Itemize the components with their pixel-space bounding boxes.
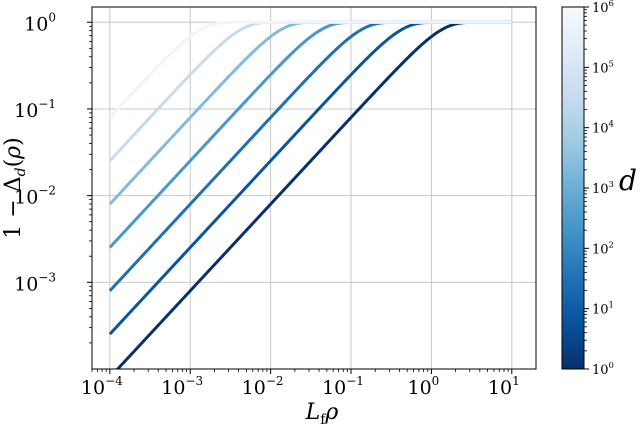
tick-label: 103: [592, 180, 614, 197]
x-axis-label: Lfρ: [305, 400, 339, 428]
tick-label: 10−2: [14, 184, 56, 209]
series-line-2: [108, 20, 512, 292]
tick-label: 105: [592, 59, 614, 76]
y-axis-label: 1 − Δd(ρ): [1, 137, 29, 238]
tick-label: 102: [592, 240, 614, 257]
x-axis: 10−4 10−3 10−2 10−1 100 101: [81, 369, 520, 399]
tick-label: 10−4: [81, 374, 123, 399]
tick-label: 100: [592, 361, 614, 378]
tick-label: 100: [24, 10, 56, 35]
tick-label: 10−1: [322, 374, 364, 399]
tick-label: 101: [592, 301, 614, 318]
plot-frame: [91, 6, 537, 370]
series-line-0: [115, 20, 512, 369]
colorbar: 100 101 102 103 104 105 106 d: [561, 0, 637, 378]
series-line-4: [108, 20, 512, 206]
series-lines: [108, 20, 512, 369]
tick-label: 10−3: [161, 374, 203, 399]
tick-label: 104: [592, 120, 614, 137]
colorbar-gradient: [561, 6, 585, 370]
tick-label: 106: [592, 0, 614, 16]
grid: [92, 7, 536, 369]
tick-label: 10−2: [242, 374, 284, 399]
series-line-1: [108, 20, 512, 336]
tick-label: 101: [488, 374, 520, 399]
tick-label: 10−1: [14, 97, 56, 122]
tick-label: 10−3: [14, 270, 56, 295]
series-line-6: [108, 20, 512, 119]
colorbar-ticks: 100 101 102 103 104 105 106: [584, 0, 614, 378]
y-axis: 10−3 10−2 10−1 100: [14, 10, 92, 344]
tick-label: 100: [407, 374, 439, 399]
colorbar-label: d: [619, 164, 637, 197]
